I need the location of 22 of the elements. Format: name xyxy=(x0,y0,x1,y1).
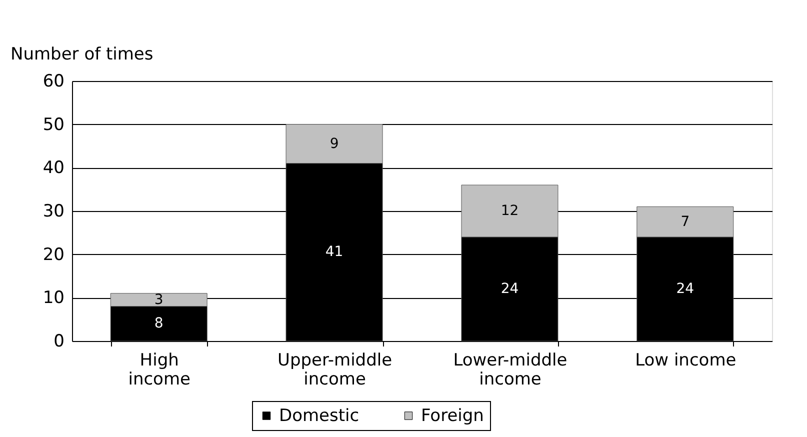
data-label: 41 xyxy=(325,244,344,260)
data-label: 12 xyxy=(500,203,519,219)
y-tick-label: 30 xyxy=(42,202,64,222)
legend-label: Domestic xyxy=(279,406,360,426)
data-label: 8 xyxy=(154,316,164,332)
y-axis-title: Number of times xyxy=(10,44,154,64)
x-tick-label: Upper-middle income xyxy=(277,350,392,390)
x-tick-label: Lower-middle income xyxy=(453,350,568,390)
data-label: 7 xyxy=(680,214,690,230)
x-tick-label: Low income xyxy=(635,350,736,370)
y-tick-label: 60 xyxy=(42,72,64,92)
data-label: 3 xyxy=(154,292,164,308)
data-label: 24 xyxy=(676,281,694,297)
y-tick-label: 10 xyxy=(42,288,64,308)
y-tick-label: 0 xyxy=(54,332,64,352)
legend-label: Foreign xyxy=(421,406,484,426)
y-tick-label: 50 xyxy=(42,114,64,135)
data-label: 9 xyxy=(330,136,339,152)
y-tick-label: 40 xyxy=(42,158,64,178)
x-tick-label: High income xyxy=(128,350,190,390)
data-label: 24 xyxy=(500,281,519,297)
y-tick-label: 20 xyxy=(42,244,64,265)
